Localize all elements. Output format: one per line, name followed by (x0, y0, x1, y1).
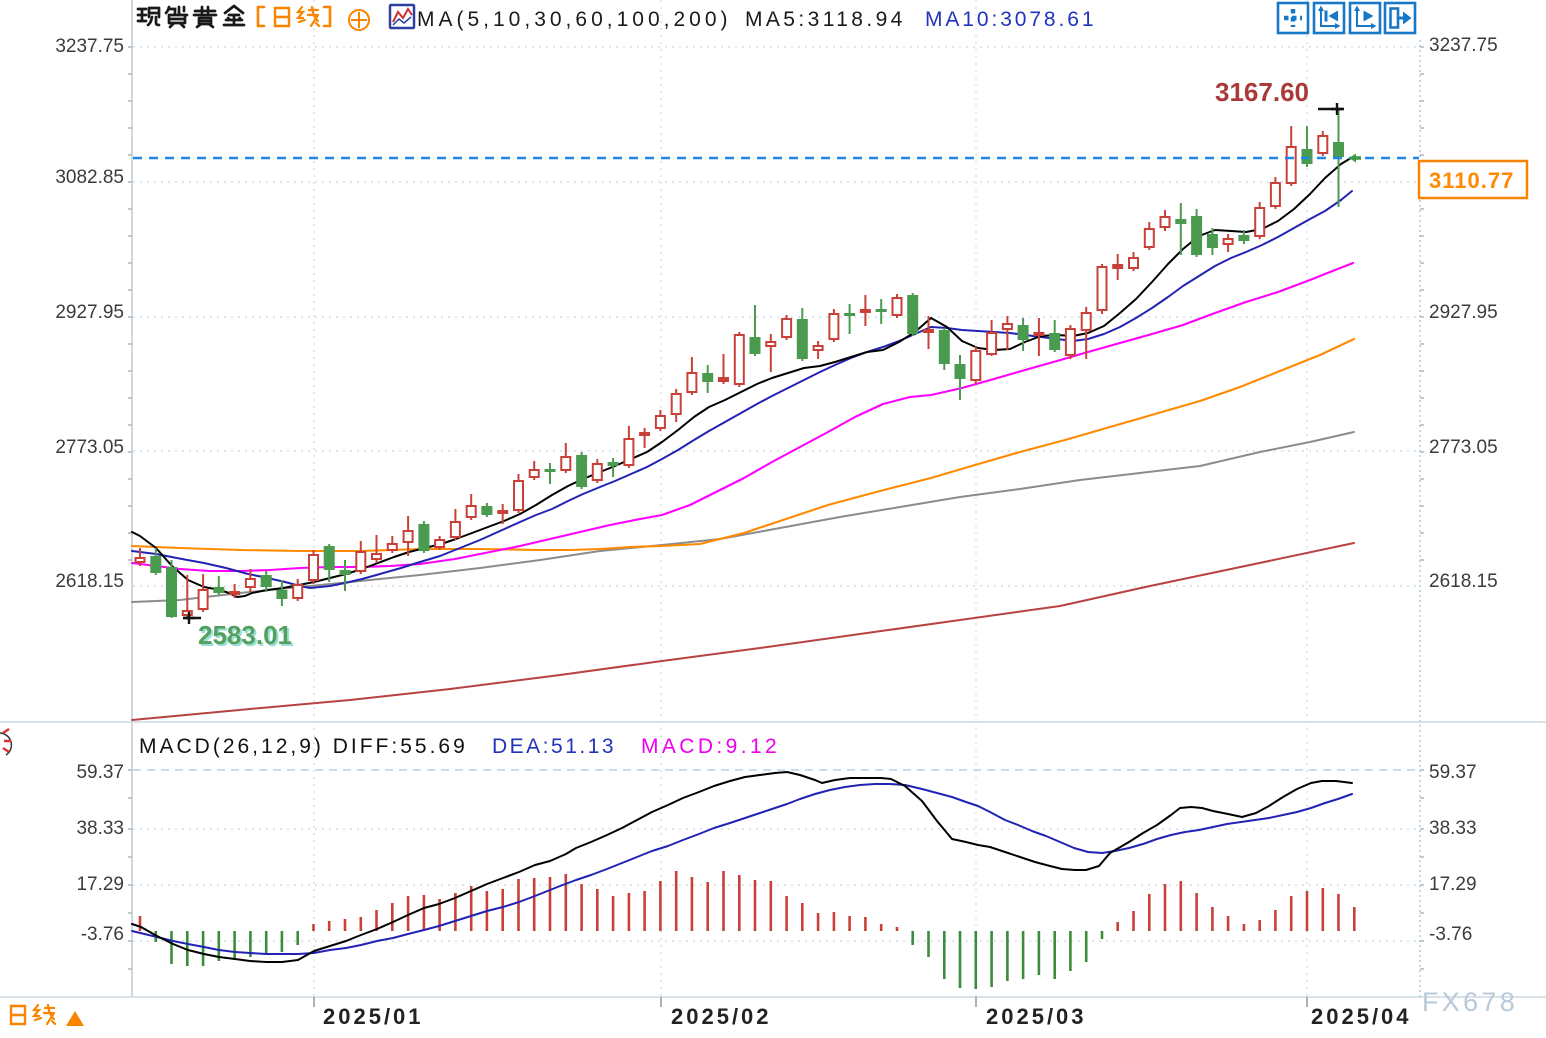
svg-text:3082.85: 3082.85 (55, 167, 124, 188)
svg-text:2025/03: 2025/03 (986, 1004, 1087, 1029)
svg-text:MACD(26,12,9) DIFF:55.69: MACD(26,12,9) DIFF:55.69 (139, 735, 468, 758)
svg-text:38.33: 38.33 (76, 818, 124, 839)
svg-text:DEA:51.13: DEA:51.13 (492, 735, 616, 758)
svg-text:3237.75: 3237.75 (55, 36, 124, 57)
svg-text:59.37: 59.37 (1429, 762, 1477, 783)
svg-text:2773.05: 2773.05 (55, 437, 124, 458)
svg-text:2927.95: 2927.95 (55, 302, 124, 323)
svg-text:3110.77: 3110.77 (1429, 168, 1514, 193)
svg-text:2583.01: 2583.01 (200, 622, 294, 652)
svg-text:17.29: 17.29 (1429, 874, 1477, 895)
svg-text:-3.76: -3.76 (81, 924, 124, 945)
svg-text:2618.15: 2618.15 (55, 571, 124, 592)
svg-text:MA10:3078.61: MA10:3078.61 (925, 8, 1096, 31)
svg-text:2618.15: 2618.15 (1429, 571, 1498, 592)
svg-text:2927.95: 2927.95 (1429, 302, 1498, 323)
svg-text:3167.60: 3167.60 (1215, 77, 1309, 107)
svg-text:2773.05: 2773.05 (1429, 437, 1498, 458)
svg-text:38.33: 38.33 (1429, 818, 1477, 839)
svg-text:MA(5,10,30,60,100,200): MA(5,10,30,60,100,200) (417, 8, 732, 31)
svg-text:2025/04: 2025/04 (1311, 1004, 1412, 1029)
svg-text:MACD:9.12: MACD:9.12 (641, 735, 780, 758)
svg-text:17.29: 17.29 (76, 874, 124, 895)
svg-text:3237.75: 3237.75 (1429, 35, 1498, 56)
svg-text:MA5:3118.94: MA5:3118.94 (745, 8, 906, 31)
svg-text:59.37: 59.37 (76, 762, 124, 783)
svg-text:2025/01: 2025/01 (323, 1004, 424, 1029)
svg-text:FX678: FX678 (1422, 987, 1518, 1017)
svg-text:2025/02: 2025/02 (671, 1004, 772, 1029)
svg-text:-3.76: -3.76 (1429, 924, 1472, 945)
svg-text:2583.01: 2583.01 (198, 620, 292, 650)
